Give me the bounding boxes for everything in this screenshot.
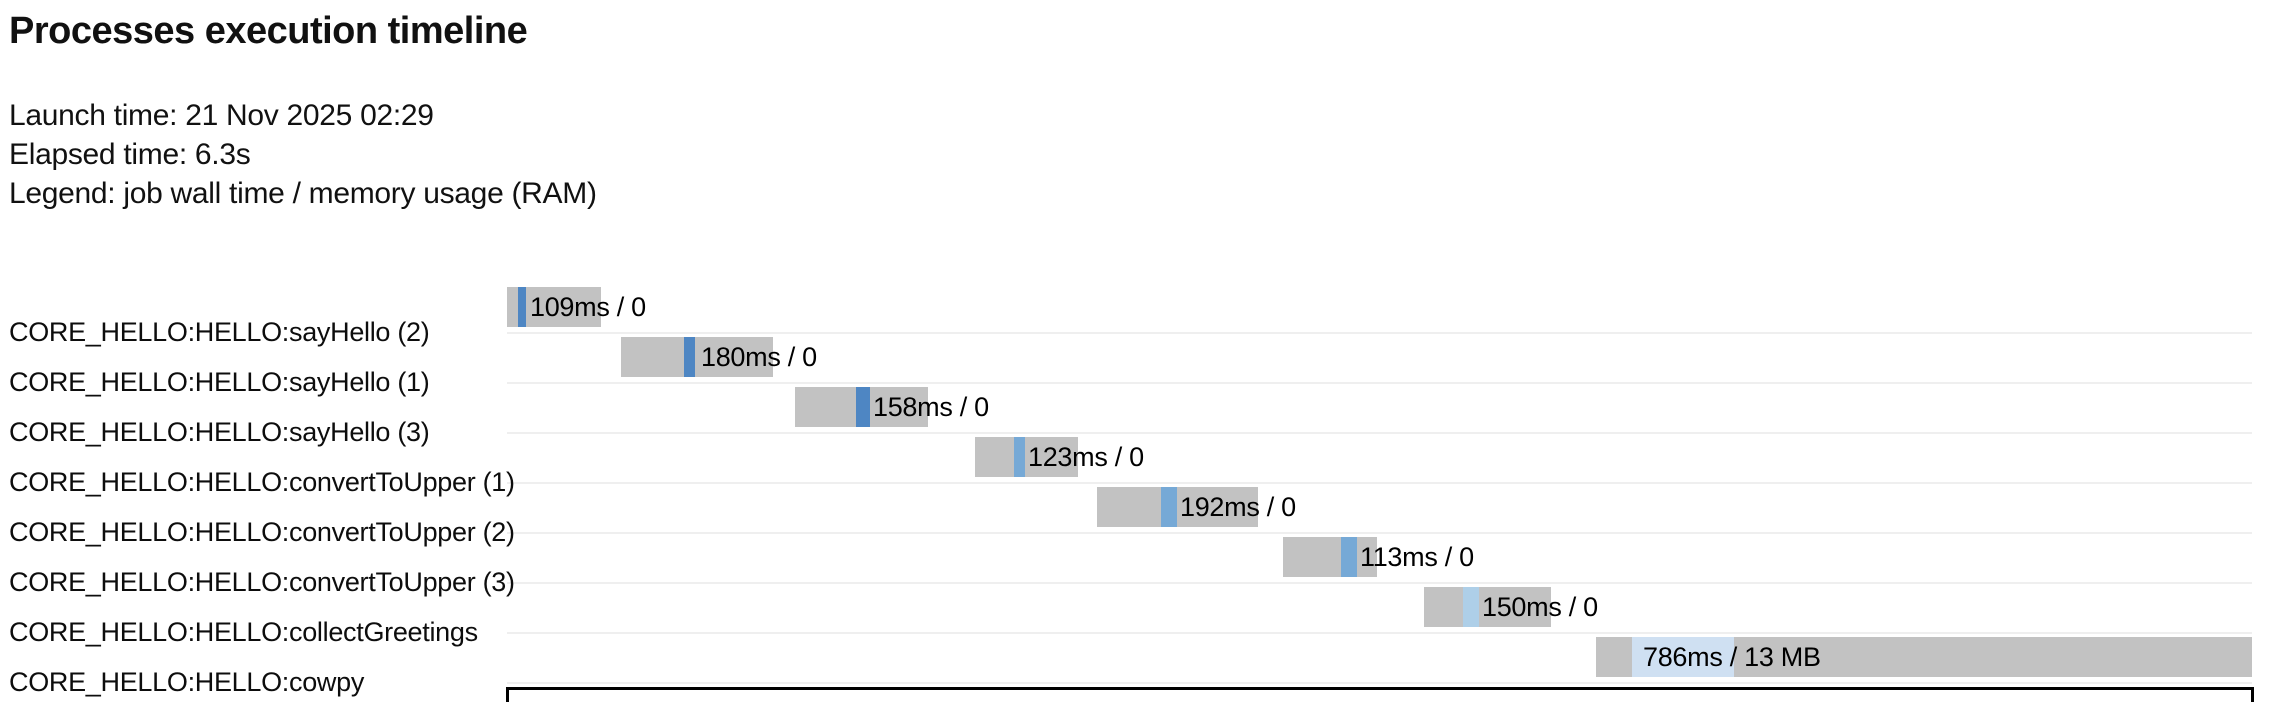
elapsed-time-text: Elapsed time: 6.3s: [9, 138, 251, 171]
task-run-segment: [518, 287, 526, 327]
process-label: CORE_HELLO:HELLO:cowpy: [9, 666, 365, 697]
task-value-label: 109ms / 0: [530, 291, 646, 322]
task-value-label: 786ms / 13 MB: [1643, 641, 1821, 672]
task-bar: [1097, 487, 1258, 527]
row-separator: [507, 332, 2252, 334]
task-run-segment: [684, 337, 695, 377]
row-separator: [507, 682, 2252, 684]
row-separator: [507, 382, 2252, 384]
process-label: CORE_HELLO:HELLO:collectGreetings: [9, 616, 478, 647]
task-run-segment: [1161, 487, 1177, 527]
process-label: CORE_HELLO:HELLO:convertToUpper (2): [9, 516, 515, 547]
task-run-segment: [856, 387, 870, 427]
process-label: CORE_HELLO:HELLO:sayHello (3): [9, 416, 430, 447]
task-bar: [1424, 587, 1551, 627]
run-info: Launch time: 21 Nov 2025 02:29 Elapsed t…: [9, 96, 597, 213]
row-separator: [507, 432, 2252, 434]
legend-text: Legend: job wall time / memory usage (RA…: [9, 177, 597, 210]
task-value-label: 113ms / 0: [1360, 541, 1474, 572]
row-separator: [507, 632, 2252, 634]
task-run-segment: [1341, 537, 1357, 577]
process-label: CORE_HELLO:HELLO:convertToUpper (3): [9, 566, 515, 597]
process-label: CORE_HELLO:HELLO:sayHello (1): [9, 366, 430, 397]
task-value-label: 192ms / 0: [1180, 491, 1296, 522]
task-run-segment: [1632, 637, 1734, 677]
row-separator: [507, 582, 2252, 584]
row-separator: [507, 532, 2252, 534]
launch-time-text: Launch time: 21 Nov 2025 02:29: [9, 99, 434, 132]
task-run-segment: [1463, 587, 1479, 627]
task-bar: [1283, 537, 1377, 577]
x-axis: [506, 687, 2254, 702]
row-separator: [507, 482, 2252, 484]
task-value-label: 123ms / 0: [1028, 441, 1144, 472]
task-value-label: 150ms / 0: [1482, 591, 1598, 622]
task-value-label: 158ms / 0: [873, 391, 989, 422]
page-title: Processes execution timeline: [9, 10, 528, 52]
task-run-segment: [1014, 437, 1025, 477]
process-label: CORE_HELLO:HELLO:convertToUpper (1): [9, 466, 515, 497]
task-value-label: 180ms / 0: [701, 341, 817, 372]
process-label: CORE_HELLO:HELLO:sayHello (2): [9, 316, 430, 347]
task-bar: [621, 337, 773, 377]
task-bar: [975, 437, 1078, 477]
